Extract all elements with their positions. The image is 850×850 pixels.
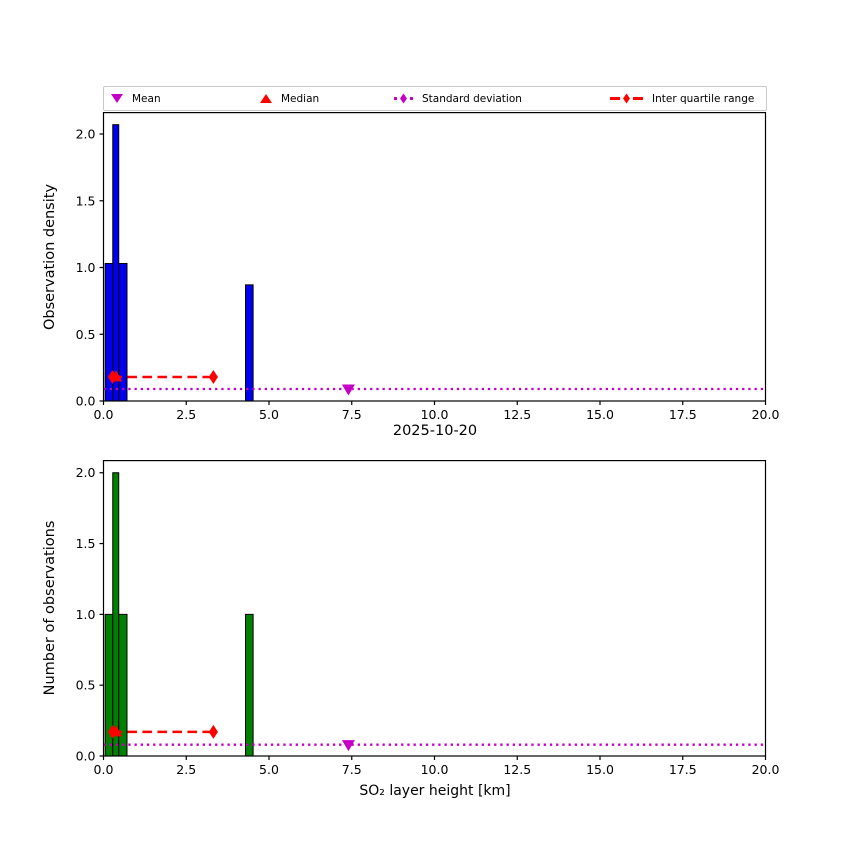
dot-icon bbox=[410, 97, 413, 100]
x-tick-label: 5.0 bbox=[259, 762, 279, 777]
iqr-low-marker bbox=[107, 724, 118, 739]
y-tick-label: 0.0 bbox=[76, 749, 96, 764]
axes-frame bbox=[102, 460, 767, 757]
histogram-bar bbox=[112, 472, 120, 757]
x-tick-label: 7.5 bbox=[342, 407, 362, 422]
x-tick-label: 20.0 bbox=[752, 762, 780, 777]
x-tick-label: 10.0 bbox=[421, 407, 449, 422]
density-chart-canvas: 0.0 2.5 5.0 7.5 10.0 12.5 15.0 17.5 20.0 0.0 0.5 1.… bbox=[76, 112, 780, 422]
histogram-bar bbox=[244, 284, 254, 402]
histogram-bar bbox=[244, 613, 254, 757]
x-tick-label: 10.0 bbox=[421, 762, 449, 777]
mean-marker bbox=[341, 384, 355, 396]
legend-label-std: Standard deviation bbox=[422, 92, 522, 105]
dash-icon bbox=[610, 97, 620, 100]
iqr-high-marker bbox=[208, 724, 218, 739]
legend-label-median: Median bbox=[281, 92, 320, 105]
y-tick-label: 0.5 bbox=[76, 327, 96, 342]
legend: Mean Median Standard deviation Inter qua… bbox=[103, 86, 767, 111]
y-tick-label: 2.0 bbox=[76, 465, 96, 480]
dash-icon bbox=[633, 97, 643, 100]
diamond-icon bbox=[623, 93, 630, 104]
std-deviation-dotted-diamond-icon bbox=[394, 93, 413, 104]
legend-item-median: Median bbox=[260, 87, 319, 110]
x-tick-label: 0.0 bbox=[94, 762, 114, 777]
x-tick-label: 7.5 bbox=[342, 762, 362, 777]
x-tick-label: 12.5 bbox=[503, 762, 531, 777]
counts-chart-canvas: 0.0 2.5 5.0 7.5 10.0 12.5 15.0 17.5 20.0 0.0 0.5 1.… bbox=[76, 460, 780, 777]
y-tick-label: 0.5 bbox=[76, 678, 96, 693]
histogram-bar bbox=[112, 124, 120, 402]
iqr-low-marker bbox=[107, 369, 118, 384]
mean-triangle-down-icon bbox=[111, 94, 123, 103]
y-tick-label: 0.0 bbox=[76, 394, 96, 409]
x-tick-label: 12.5 bbox=[503, 407, 531, 422]
y-tick-label: 1.5 bbox=[76, 536, 96, 551]
y-axis-label-counts: Number of observations bbox=[42, 520, 58, 696]
counts-histogram-axes: 0.0 2.5 5.0 7.5 10.0 12.5 15.0 17.5 20.0 0.0 0.5 1.… bbox=[0, 460, 850, 794]
x-tick-label: 20.0 bbox=[752, 407, 780, 422]
diamond-icon bbox=[400, 93, 407, 104]
x-tick-label: 0.0 bbox=[94, 407, 114, 422]
y-tick-label: 2.0 bbox=[76, 127, 96, 142]
axes-frame bbox=[102, 112, 767, 402]
legend-label-mean: Mean bbox=[132, 92, 161, 105]
subplot-date-title: 2025-10-20 bbox=[392, 423, 478, 439]
y-tick-label: 1.0 bbox=[76, 607, 96, 622]
x-tick-label: 5.0 bbox=[259, 407, 279, 422]
dot-icon bbox=[394, 97, 397, 100]
x-tick-label: 17.5 bbox=[669, 407, 697, 422]
y-tick-label: 1.0 bbox=[76, 260, 96, 275]
y-tick-label: 1.5 bbox=[76, 193, 96, 208]
legend-item-mean: Mean bbox=[111, 87, 161, 110]
iqr-dashed-diamond-icon bbox=[610, 93, 643, 104]
x-tick-label: 2.5 bbox=[176, 762, 196, 777]
legend-item-std: Standard deviation bbox=[394, 87, 522, 110]
legend-item-iqr: Inter quartile range bbox=[610, 87, 754, 110]
density-histogram-axes: 0.0 2.5 5.0 7.5 10.0 12.5 15.0 17.5 20.0 0.0 0.5 1.… bbox=[0, 112, 850, 439]
y-axis-label-density: Observation density bbox=[42, 183, 58, 331]
x-tick-label: 15.0 bbox=[586, 407, 614, 422]
x-tick-label: 15.0 bbox=[586, 762, 614, 777]
iqr-high-marker bbox=[208, 369, 218, 384]
legend-label-iqr: Inter quartile range bbox=[652, 92, 755, 105]
mean-marker bbox=[341, 740, 355, 752]
x-axis-label: SO₂ layer height [km] bbox=[359, 783, 511, 799]
x-tick-label: 17.5 bbox=[669, 762, 697, 777]
x-tick-label: 2.5 bbox=[176, 407, 196, 422]
median-triangle-up-icon bbox=[260, 94, 272, 103]
